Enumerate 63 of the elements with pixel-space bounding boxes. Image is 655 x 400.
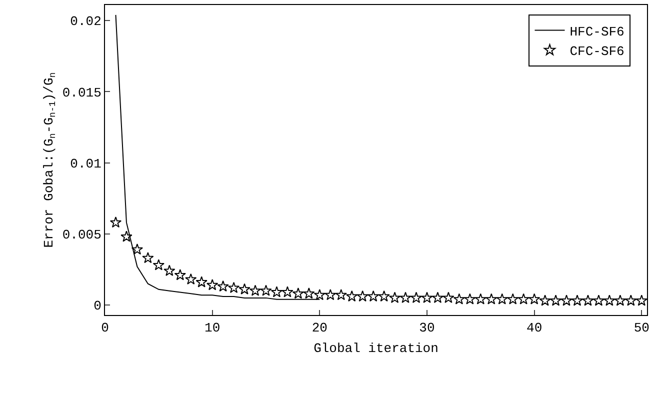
x-axis-title: Global iteration <box>314 341 438 356</box>
point <box>185 273 197 284</box>
point <box>196 276 208 288</box>
legend-label: HFC-SF6 <box>570 24 624 40</box>
point <box>442 292 454 303</box>
point <box>367 290 380 302</box>
point <box>120 230 132 242</box>
x-tick-label: 50 <box>634 320 650 336</box>
point <box>174 269 186 280</box>
point <box>131 243 144 255</box>
x-tick-label: 30 <box>419 320 435 336</box>
point <box>528 293 540 304</box>
point <box>217 280 229 292</box>
point <box>110 216 122 228</box>
y-tick-label: 0 <box>94 298 102 314</box>
point <box>152 259 164 270</box>
point <box>464 293 476 304</box>
point <box>400 292 412 303</box>
point <box>335 288 347 300</box>
point <box>604 294 616 306</box>
point <box>560 294 572 306</box>
point <box>507 293 519 304</box>
point <box>292 288 304 299</box>
point <box>410 292 422 303</box>
point <box>164 264 176 276</box>
point <box>592 294 605 306</box>
x-tick-label: 40 <box>526 320 542 336</box>
y-tick-label: 0.02 <box>70 14 102 30</box>
point <box>636 294 647 306</box>
point <box>303 288 315 299</box>
point <box>228 282 240 294</box>
point <box>314 288 326 300</box>
point <box>421 292 433 303</box>
point <box>539 294 551 306</box>
point <box>614 294 626 306</box>
y-tick-label: 0.01 <box>70 156 102 172</box>
point <box>206 279 218 290</box>
y-tick-label: 0.005 <box>62 227 102 242</box>
point <box>453 293 466 304</box>
point <box>486 293 498 304</box>
point <box>238 283 250 294</box>
point <box>474 293 486 304</box>
point <box>518 293 530 304</box>
point <box>356 290 368 302</box>
point <box>378 290 390 302</box>
x-tick-label: 10 <box>204 320 220 336</box>
point <box>346 290 358 302</box>
point <box>571 294 584 306</box>
x-tick-label: 20 <box>312 320 328 336</box>
legend-label: CFC-SF6 <box>570 44 624 60</box>
point <box>496 293 508 304</box>
point <box>249 284 262 296</box>
point <box>625 294 637 306</box>
point <box>282 286 294 298</box>
point <box>260 284 272 296</box>
point <box>582 294 594 306</box>
point <box>550 294 562 306</box>
y-tick-label: 0.015 <box>62 85 102 100</box>
point <box>432 292 444 303</box>
point <box>388 292 401 303</box>
point <box>270 286 283 298</box>
point <box>142 252 154 264</box>
point <box>324 288 336 300</box>
